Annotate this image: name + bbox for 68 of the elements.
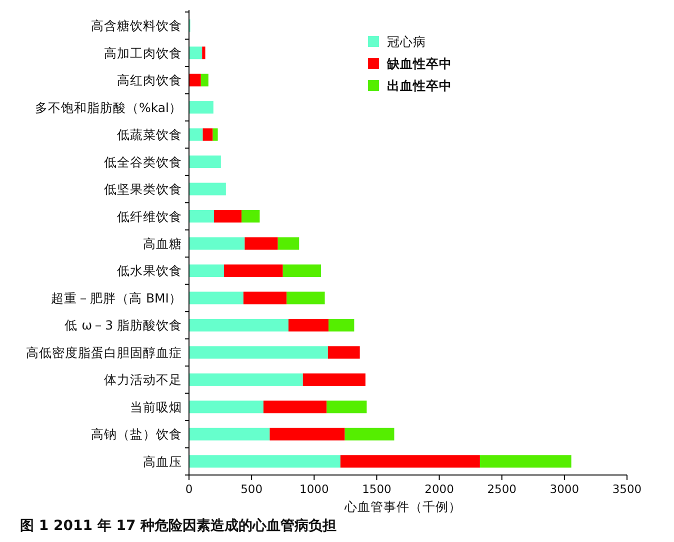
bar — [224, 264, 283, 277]
y-tick-label: 低全谷类饮食 — [104, 154, 182, 170]
y-tick-label: 高加工肉饮食 — [104, 45, 182, 60]
bar — [214, 210, 242, 223]
y-tick-label: 低 ω－3 脂肪酸饮食 — [64, 318, 182, 333]
y-tick-label: 高含糖饮料饮食 — [91, 18, 182, 34]
bar — [243, 292, 287, 304]
bar — [340, 455, 480, 468]
bar — [212, 128, 218, 141]
bar — [328, 318, 354, 332]
bar — [189, 400, 264, 414]
bar — [288, 318, 329, 332]
bar — [189, 46, 202, 60]
x-tick-label: 0 — [185, 482, 193, 496]
y-tick-label: 高钠（盐）饮食 — [91, 426, 182, 442]
bar — [282, 264, 322, 277]
x-tick-label: 2500 — [487, 482, 516, 496]
x-tick-label: 3500 — [612, 482, 642, 496]
y-tick-label: 低纤维饮食 — [117, 208, 182, 224]
x-axis-title: 心血管事件（千例） — [344, 499, 462, 514]
legend-label: 出血性卒中 — [387, 78, 452, 93]
x-tick-label: 1500 — [362, 482, 392, 496]
bar — [286, 292, 325, 304]
bar — [189, 237, 245, 250]
y-tick-label: 高血糖 — [143, 236, 182, 251]
y-tick-label: 体力活动不足 — [104, 372, 182, 388]
bar — [189, 318, 288, 332]
bar — [480, 455, 572, 468]
legend-label: 冠心病 — [387, 34, 426, 49]
bar — [189, 455, 340, 468]
bar — [189, 128, 203, 141]
bar — [200, 74, 208, 86]
bar — [302, 373, 366, 386]
bar — [344, 428, 394, 440]
bar — [189, 74, 201, 86]
bar — [263, 400, 327, 414]
y-tick-label: 高低密度脂蛋白胆固醇血症 — [26, 344, 182, 360]
y-tick-label: 低水果饮食 — [117, 263, 182, 278]
bar — [278, 237, 300, 250]
bar — [189, 156, 221, 168]
bar — [189, 346, 328, 359]
bar — [202, 128, 213, 141]
x-tick-label: 2000 — [424, 482, 454, 496]
x-tick-label: 3000 — [550, 482, 580, 496]
y-tick-label: 当前吸烟 — [130, 399, 182, 414]
y-tick-label: 超重－肥胖（高 BMI） — [50, 290, 182, 306]
legend-label: 缺血性卒中 — [386, 56, 452, 71]
bar — [242, 210, 260, 223]
x-tick-label: 1000 — [300, 482, 329, 496]
x-tick-label: 500 — [240, 482, 263, 496]
bar — [189, 101, 214, 114]
bar — [270, 428, 345, 440]
y-tick-label: 高血压 — [143, 454, 182, 469]
bar — [326, 400, 367, 414]
bar — [189, 373, 303, 386]
y-tick-label: 高红肉饮食 — [117, 72, 182, 88]
bar — [189, 428, 270, 440]
y-tick-label: 低坚果类饮食 — [104, 182, 182, 197]
bar — [189, 182, 226, 196]
caption: 图 1 2011 年 17 种危险因素造成的心血管病负担 — [20, 517, 337, 534]
bar — [189, 210, 214, 223]
bar — [202, 46, 206, 60]
bar — [189, 264, 224, 277]
y-tick-label: 低蔬菜饮食 — [117, 127, 182, 142]
y-tick-label: 多不饱和脂肪酸（%kal） — [34, 100, 182, 115]
bar — [189, 292, 244, 304]
bar — [328, 346, 360, 359]
bar — [244, 237, 278, 250]
